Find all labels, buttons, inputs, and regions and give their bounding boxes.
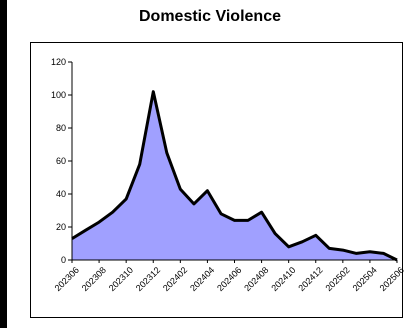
x-tick-label: 202404 <box>188 265 216 293</box>
series-line <box>71 90 398 262</box>
y-tick-label: 120 <box>51 57 66 67</box>
y-tick-label: 40 <box>56 189 66 199</box>
y-tick-label: 80 <box>56 123 66 133</box>
y-tick-label: 60 <box>56 156 66 166</box>
x-tick-label: 202408 <box>242 265 270 293</box>
y-tick-label: 20 <box>56 222 66 232</box>
y-tick-label: 0 <box>61 255 66 265</box>
chart-frame <box>30 42 403 318</box>
x-tick-label: 202506 <box>378 265 406 293</box>
x-ticks: 2023062023082023102023122024022024042024… <box>53 260 406 293</box>
x-tick-label: 202310 <box>107 265 135 293</box>
x-tick-label: 202402 <box>161 265 189 293</box>
chart-title: Domestic Violence <box>139 8 281 25</box>
x-tick-label: 202410 <box>269 265 297 293</box>
x-tick-label: 202312 <box>134 265 162 293</box>
series-area-fill <box>72 91 397 260</box>
y-ticks: 0 20 40 60 80 100 120 <box>51 57 72 265</box>
x-tick-label: 202306 <box>53 265 81 293</box>
left-border-bar <box>0 0 7 328</box>
x-tick-label: 202406 <box>215 265 243 293</box>
x-tick-label: 202412 <box>296 265 324 293</box>
x-tick-label: 202502 <box>323 265 351 293</box>
y-tick-label: 100 <box>51 90 66 100</box>
x-tick-label: 202308 <box>80 265 108 293</box>
x-tick-label: 202504 <box>351 265 379 293</box>
